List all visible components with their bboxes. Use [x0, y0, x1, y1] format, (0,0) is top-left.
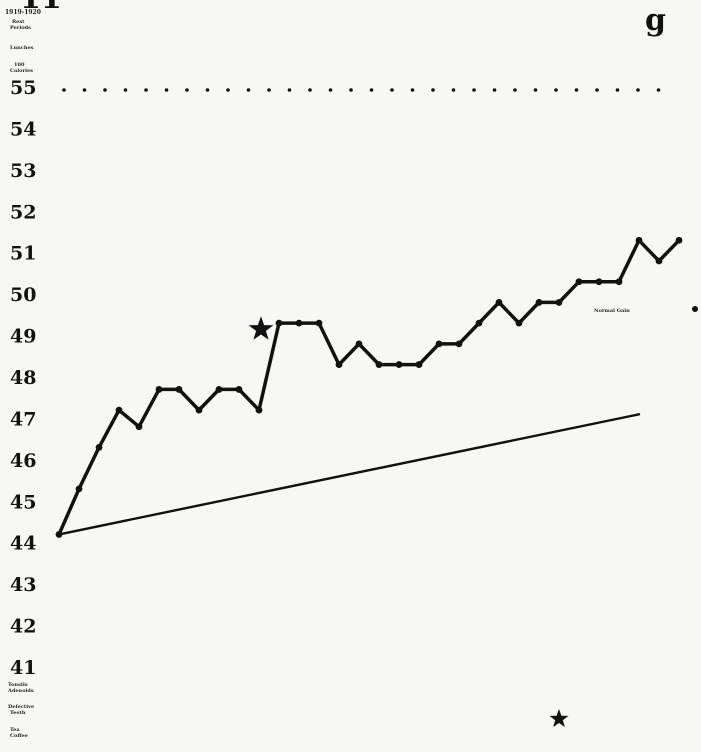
- weight-point: [615, 278, 623, 286]
- weight-line: [57, 238, 681, 537]
- weight-point: [75, 485, 83, 493]
- weight-point: [595, 278, 603, 286]
- weight-point: [315, 319, 323, 327]
- top-row-dot: [267, 88, 271, 92]
- y-tick-label: 45: [10, 491, 36, 513]
- weight-point: [55, 531, 63, 538]
- corner-mark-right: g: [645, 3, 666, 38]
- top-row-dot: [144, 88, 148, 92]
- top-row-dot: [636, 88, 640, 92]
- top-row-dot: [226, 88, 230, 92]
- weight-point: [435, 340, 443, 348]
- y-tick-label: 52: [10, 201, 36, 223]
- weight-point: [135, 423, 143, 431]
- y-tick-label: 47: [10, 408, 36, 430]
- top-row-dot: [390, 88, 394, 92]
- legend-rest: Rest: [12, 19, 25, 25]
- stray-dot: [692, 306, 698, 312]
- weight-point: [235, 386, 243, 393]
- weight-point: [195, 406, 203, 414]
- weight-point: [335, 361, 343, 368]
- top-row-dot: [513, 88, 517, 92]
- weight-point: [175, 386, 183, 393]
- weight-point: [375, 361, 383, 368]
- y-tick-label: 49: [10, 326, 36, 348]
- weight-point: [535, 299, 543, 306]
- legend-adenoids: Adenoids: [7, 688, 34, 694]
- weight-point: [495, 299, 503, 306]
- top-row-dot: [656, 88, 661, 92]
- top-row-dot: [574, 88, 579, 92]
- top-row-dot: [246, 88, 251, 92]
- top-row-dot: [62, 88, 66, 92]
- weight-point: [635, 236, 643, 244]
- weight-point: [455, 340, 463, 348]
- top-row-dot: [205, 88, 210, 92]
- legend-calories: Calories: [10, 68, 33, 74]
- y-tick-label: 41: [10, 657, 36, 679]
- top-row-dot: [492, 88, 497, 92]
- corner-mark-left: 11: [20, 0, 62, 16]
- top-row-dot: [410, 88, 415, 92]
- weight-point: [395, 361, 403, 368]
- top-row-dot: [533, 88, 538, 92]
- top-row-dot: [164, 88, 169, 92]
- weight-point: [155, 386, 163, 393]
- top-row-dot: [185, 88, 189, 92]
- top-row-dot: [615, 88, 620, 92]
- y-tick-label: 44: [10, 533, 36, 555]
- weight-point: [415, 361, 423, 368]
- weight-point: [95, 444, 103, 451]
- normal-gain-line: [57, 413, 641, 536]
- top-row-dot: [349, 88, 353, 92]
- top-row-dot: [123, 88, 128, 92]
- legend-tonsils: Tonsils: [8, 682, 28, 688]
- y-tick-label: 46: [10, 450, 36, 472]
- top-row-dot: [554, 88, 558, 92]
- weight-point: [515, 319, 523, 327]
- weight-point: [215, 386, 223, 393]
- weight-point: [355, 340, 363, 348]
- top-row-dot: [287, 88, 292, 92]
- top-row-dot: [595, 88, 599, 92]
- weight-point: [575, 278, 583, 286]
- top-row-dot: [328, 88, 333, 92]
- period-label: 1919-1920: [5, 9, 41, 16]
- star-icon: [549, 709, 569, 728]
- top-row-dot: [82, 88, 87, 92]
- y-tick-label: 55: [10, 77, 36, 99]
- y-tick-label: 51: [10, 243, 36, 265]
- weight-point: [295, 319, 303, 327]
- weight-point: [675, 236, 683, 244]
- y-tick-label: 53: [10, 160, 36, 182]
- top-row-dot: [431, 88, 435, 92]
- y-tick-label: 54: [10, 118, 36, 140]
- legend-defective: Defective: [8, 704, 34, 710]
- top-row-dot: [308, 88, 312, 92]
- weight-point: [475, 319, 483, 327]
- weight-point: [275, 319, 283, 327]
- legend-teeth: Teeth: [10, 710, 26, 716]
- legend-periods: Periods: [10, 25, 31, 31]
- weight-point: [555, 299, 563, 306]
- weight-point: [255, 406, 263, 414]
- legend-coffee: Coffee: [10, 733, 28, 739]
- legend-100: 100: [14, 62, 25, 68]
- top-row-dot: [451, 88, 456, 92]
- legend-lunches: Lunches: [10, 45, 34, 51]
- weight-point: [655, 257, 663, 265]
- legend-tea: Tea: [10, 727, 20, 733]
- weight-point: [115, 406, 123, 414]
- star-marker: [248, 316, 274, 340]
- top-row-dot: [103, 88, 107, 92]
- y-tick-label: 43: [10, 574, 36, 596]
- y-tick-label: 42: [10, 616, 36, 638]
- y-tick-label: 48: [10, 367, 36, 389]
- normal-gain-annotation: Normal Gain: [594, 308, 630, 314]
- top-row-dot: [472, 88, 476, 92]
- y-tick-label: 50: [10, 284, 36, 306]
- top-row-dot: [369, 88, 374, 92]
